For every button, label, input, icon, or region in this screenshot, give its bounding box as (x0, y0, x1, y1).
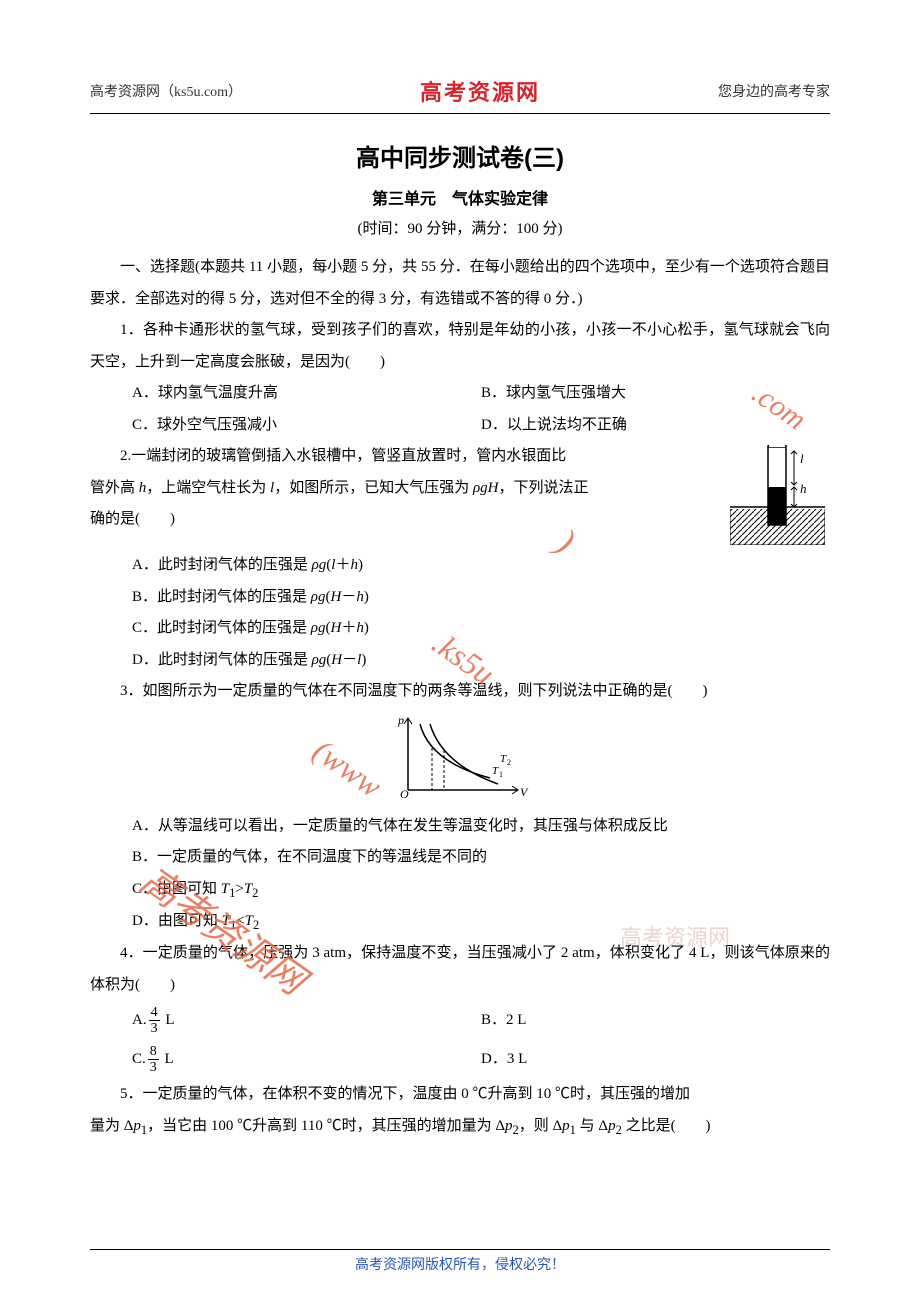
svg-text:2: 2 (507, 758, 511, 767)
q3-stem: 3．如图所示为一定质量的气体在不同温度下的两条等温线，则下列说法中正确的是( ) (90, 676, 830, 708)
q3-option-b: B．一定质量的气体，在不同温度下的等温线是不同的 (90, 842, 830, 874)
q4-stem: 4．一定质量的气体，压强为 3 atm，保持温度不变，当压强减小了 2 atm，… (90, 938, 830, 1001)
q1-options-row1: A．球内氢气温度升高 B．球内氢气压强增大 (90, 378, 830, 410)
q4-row2: C.83 L D．3 L (90, 1040, 830, 1079)
page-title: 高中同步测试卷(三) (90, 138, 830, 173)
q2-option-c: C．此时封闭气体的压强是 ρg(H＋h) (90, 613, 830, 645)
q5-line2: 量为 Δp1，当它由 100 ℃升高到 110 ℃时，其压强的增加量为 Δp2，… (90, 1111, 830, 1143)
q3-option-d: D．由图可知 T1<T2 (90, 906, 830, 938)
q2-line3: 确的是( ) (90, 504, 722, 536)
page-header: 高考资源网（ks5u.com） 高考资源网 您身边的高考专家 (90, 75, 830, 114)
q1-option-d: D．以上说法均不正确 (481, 410, 830, 442)
q3-option-c: C．由图可知 T1>T2 (90, 874, 830, 906)
header-right: 您身边的高考专家 (718, 81, 830, 101)
q4-option-b: B．2 L (481, 1001, 830, 1040)
q1-option-b: B．球内氢气压强增大 (481, 378, 830, 410)
q2-option-d: D．此时封闭气体的压强是 ρg(H－l) (90, 645, 830, 677)
q2-line1: 2.一端封闭的玻璃管倒插入水银槽中，管竖直放置时，管内水银面比 (90, 441, 722, 473)
footer-text: 高考资源网版权所有，侵权必究！ (355, 1258, 565, 1273)
q5-line1: 5．一定质量的气体，在体积不变的情况下，温度由 0 ℃升高到 10 ℃时，其压强… (90, 1079, 830, 1111)
svg-text:1: 1 (499, 770, 503, 779)
q4-option-a: A.43 L (132, 1001, 481, 1040)
q1-stem: 1．各种卡通形状的氢气球，受到孩子们的喜欢，特别是年幼的小孩，小孩一不小心松手，… (90, 315, 830, 378)
q2-fig-label-h: h (800, 481, 807, 496)
q4-row1: A.43 L B．2 L (90, 1001, 830, 1040)
page-footer: 高考资源网版权所有，侵权必究！ (0, 1249, 920, 1274)
q4-option-c: C.83 L (132, 1040, 481, 1079)
svg-text:V: V (520, 785, 529, 799)
q3-chart: O V p T1 T2 (90, 712, 830, 807)
time-info: (时间：90 分钟，满分：100 分) (90, 217, 830, 238)
q3-option-a: A．从等温线可以看出，一定质量的气体在发生等温变化时，其压强与体积成反比 (90, 811, 830, 843)
q1-options-row2: C．球外空气压强减小 D．以上说法均不正确 (90, 410, 830, 442)
header-left: 高考资源网（ks5u.com） (90, 81, 242, 101)
page-subtitle: 第三单元 气体实验定律 (90, 185, 830, 209)
q2-line2: 管外高 h，上端空气柱长为 l，如图所示，已知大气压强为 ρgH，下列说法正 (90, 473, 722, 505)
q2-option-a: A．此时封闭气体的压强是 ρg(l＋h) (90, 550, 830, 582)
svg-text:O: O (400, 787, 409, 801)
svg-text:T: T (500, 753, 507, 765)
section-intro: 一、选择题(本题共 11 小题，每小题 5 分，共 55 分．在每小题给出的四个… (90, 252, 830, 315)
q2-figure: l h (730, 441, 830, 550)
q2-option-b: B．此时封闭气体的压强是 ρg(H－h) (90, 582, 830, 614)
svg-text:T: T (492, 765, 499, 777)
q1-option-a: A．球内氢气温度升高 (132, 378, 481, 410)
q4-option-d: D．3 L (481, 1040, 830, 1079)
q2-fig-label-l: l (800, 451, 804, 466)
q1-option-c: C．球外空气压强减小 (132, 410, 481, 442)
svg-text:p: p (397, 713, 404, 727)
header-brand: 高考资源网 (420, 75, 540, 107)
